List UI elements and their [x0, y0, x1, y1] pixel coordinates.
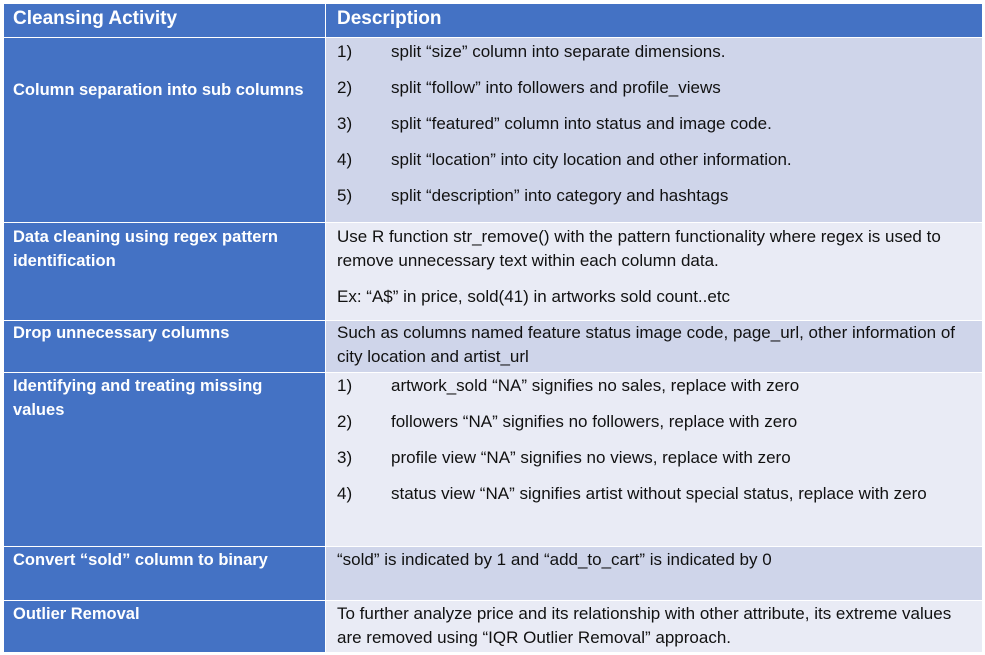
- item-text: status view “NA” signifies artist withou…: [391, 484, 927, 503]
- table-row: Data cleaning using regex pattern identi…: [3, 222, 983, 321]
- header-row: Cleansing Activity Description: [3, 3, 983, 38]
- activity-label: Outlier Removal: [13, 605, 140, 623]
- list-item: 4) status view “NA” signifies artist with…: [337, 482, 974, 506]
- activity-label: Data cleaning using regex pattern identi…: [13, 228, 278, 270]
- activity-cell: Column separation into sub columns: [3, 37, 326, 223]
- description-cell: To further analyze price and its relatio…: [325, 600, 983, 653]
- item-number: 3): [337, 448, 353, 467]
- description-cell: “sold” is indicated by 1 and “add_to_car…: [325, 546, 983, 601]
- list-item: 1) split “size” column into separate dime…: [337, 40, 974, 64]
- list-item: 2) split “follow” into followers and prof…: [337, 76, 974, 100]
- item-number: 1): [337, 376, 353, 395]
- cleansing-table: Cleansing Activity Description Column se…: [3, 3, 983, 653]
- table-row: Identifying and treating missing values …: [3, 372, 983, 547]
- list-item: 2) followers “NA” signifies no followers,…: [337, 410, 974, 434]
- description-text: “sold” is indicated by 1 and “add_to_car…: [337, 550, 772, 569]
- list-item: 5) split “description” into category and …: [337, 184, 974, 208]
- description-cell: Such as columns named feature status ima…: [325, 320, 983, 373]
- item-text: profile view “NA” signifies no views, re…: [391, 448, 791, 467]
- item-number: 5): [337, 186, 353, 205]
- table-row: Column separation into sub columns 1) spl…: [3, 37, 983, 223]
- header-description: Description: [325, 3, 983, 38]
- activity-cell: Data cleaning using regex pattern identi…: [3, 222, 326, 321]
- item-text: artwork_sold “NA” signifies no sales, re…: [391, 376, 800, 395]
- item-number: 4): [337, 150, 353, 169]
- description-cell: 1) artwork_sold “NA” signifies no sales, …: [325, 372, 983, 547]
- activity-label: Identifying and treating missing values: [13, 377, 263, 419]
- description-text: Such as columns named feature status ima…: [337, 323, 956, 366]
- description-cell: 1) split “size” column into separate dime…: [325, 37, 983, 223]
- list-item: 4) split “location” into city location an…: [337, 148, 974, 172]
- table-row: Convert “sold” column to binary “sold” i…: [3, 546, 983, 601]
- item-text: followers “NA” signifies no followers, r…: [391, 412, 798, 431]
- item-number: 3): [337, 114, 353, 133]
- item-number: 4): [337, 484, 353, 503]
- description-cell: Use R function str_remove() with the pat…: [325, 222, 983, 321]
- description-text: Use R function str_remove() with the pat…: [337, 227, 941, 270]
- item-text: split “featured” column into status and …: [391, 114, 772, 133]
- item-text: split “size” column into separate dimens…: [391, 42, 726, 61]
- item-number: 2): [337, 412, 353, 431]
- activity-label: Drop unnecessary columns: [13, 324, 230, 342]
- table-row: Drop unnecessary columns Such as columns…: [3, 320, 983, 373]
- item-number: 2): [337, 78, 353, 97]
- description-text: Ex: “A$” in price, sold(41) in artworks …: [337, 287, 731, 306]
- item-text: split “description” into category and ha…: [391, 186, 729, 205]
- item-text: split “location” into city location and …: [391, 150, 792, 169]
- list-item: 1) artwork_sold “NA” signifies no sales, …: [337, 374, 974, 398]
- description-text: To further analyze price and its relatio…: [337, 604, 952, 647]
- activity-cell: Identifying and treating missing values: [3, 372, 326, 547]
- activity-cell: Convert “sold” column to binary: [3, 546, 326, 601]
- activity-cell: Drop unnecessary columns: [3, 320, 326, 373]
- activity-label: Convert “sold” column to binary: [13, 551, 268, 569]
- activity-cell: Outlier Removal: [3, 600, 326, 653]
- list-item: 3) split “featured” column into status an…: [337, 112, 974, 136]
- item-text: split “follow” into followers and profil…: [391, 78, 721, 97]
- list-item: 3) profile view “NA” signifies no views, …: [337, 446, 974, 470]
- activity-label: Column separation into sub columns: [13, 81, 304, 99]
- item-number: 1): [337, 42, 353, 61]
- header-activity: Cleansing Activity: [3, 3, 326, 38]
- table-row: Outlier Removal To further analyze price…: [3, 600, 983, 653]
